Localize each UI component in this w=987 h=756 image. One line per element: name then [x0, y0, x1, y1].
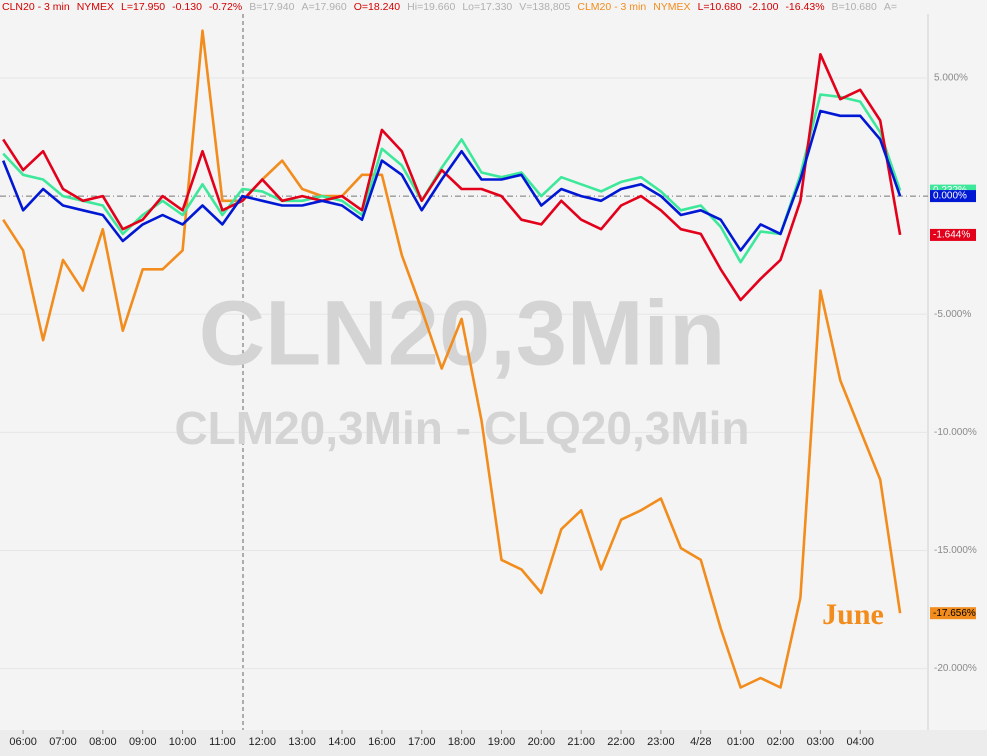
x-tick-label: 12:00 [249, 736, 277, 748]
x-axis-band [0, 730, 987, 756]
x-tick-label: 13:00 [288, 736, 316, 748]
end-label: -17.656% [933, 608, 976, 619]
header-item: -16.43% [785, 1, 824, 13]
y-tick-label: -20.000% [934, 663, 977, 674]
x-tick-label: 14:00 [328, 736, 356, 748]
x-tick-label: 22:00 [607, 736, 635, 748]
x-tick-label: 18:00 [448, 736, 476, 748]
x-tick-label: 17:00 [408, 736, 436, 748]
x-tick-label: 08:00 [89, 736, 117, 748]
header-item: B=17.940 [249, 1, 294, 13]
watermark: CLM20,3Min - CLQ20,3Min [174, 402, 749, 454]
header-item: CLM20 - 3 min [577, 1, 646, 13]
header-item: L=17.950 [121, 1, 165, 13]
y-tick-label: -15.000% [934, 545, 977, 556]
header-item: NYMEX [77, 1, 114, 13]
watermark: CLN20,3Min [199, 282, 726, 384]
header-item: -2.100 [749, 1, 779, 13]
header-item: Lo=17.330 [462, 1, 512, 13]
x-tick-label: 23:00 [647, 736, 675, 748]
y-tick-label: 5.000% [934, 73, 968, 84]
x-tick-label: 4/28 [690, 736, 711, 748]
series-line [2, 29, 902, 689]
end-label-box [930, 190, 976, 203]
end-label: -1.644% [933, 230, 970, 241]
series-line [1, 109, 902, 252]
header: CLN20 - 3 min NYMEX L=17.950 -0.130 -0.72% B=… [2, 1, 897, 13]
header-item: O=18.240 [354, 1, 401, 13]
header-item: CLN20 - 3 min [2, 1, 70, 13]
header-item: V=138,805 [519, 1, 570, 13]
header-item: A= [884, 1, 897, 13]
header-item: -0.72% [209, 1, 242, 13]
header-item: A=17.960 [301, 1, 346, 13]
end-label-box [930, 228, 976, 241]
header-item: Hi=19.660 [407, 1, 455, 13]
x-tick-label: 20:00 [528, 736, 556, 748]
x-tick-label: 09:00 [129, 736, 157, 748]
end-label: 0.000% [933, 191, 967, 202]
x-tick-label: 03:00 [807, 736, 835, 748]
annotation: June [822, 598, 884, 631]
y-tick-label: -10.000% [934, 427, 977, 438]
header-item: B=10.680 [832, 1, 877, 13]
x-tick-label: 02:00 [767, 736, 795, 748]
end-label-box [930, 607, 976, 620]
x-tick-label: 07:00 [49, 736, 77, 748]
x-tick-label: 01:00 [727, 736, 755, 748]
x-tick-label: 11:00 [209, 736, 236, 748]
series-line [2, 53, 902, 302]
header-item: NYMEX [653, 1, 690, 13]
x-tick-label: 21:00 [567, 736, 595, 748]
y-tick-label: -5.000% [934, 309, 971, 320]
x-tick-label: 16:00 [368, 736, 396, 748]
x-tick-label: 10:00 [169, 736, 197, 748]
header-item: L=10.680 [698, 1, 742, 13]
header-item: -0.130 [172, 1, 202, 13]
x-tick-label: 04:00 [846, 736, 874, 748]
x-tick-label: 06:00 [9, 736, 37, 748]
x-tick-label: 19:00 [488, 736, 516, 748]
